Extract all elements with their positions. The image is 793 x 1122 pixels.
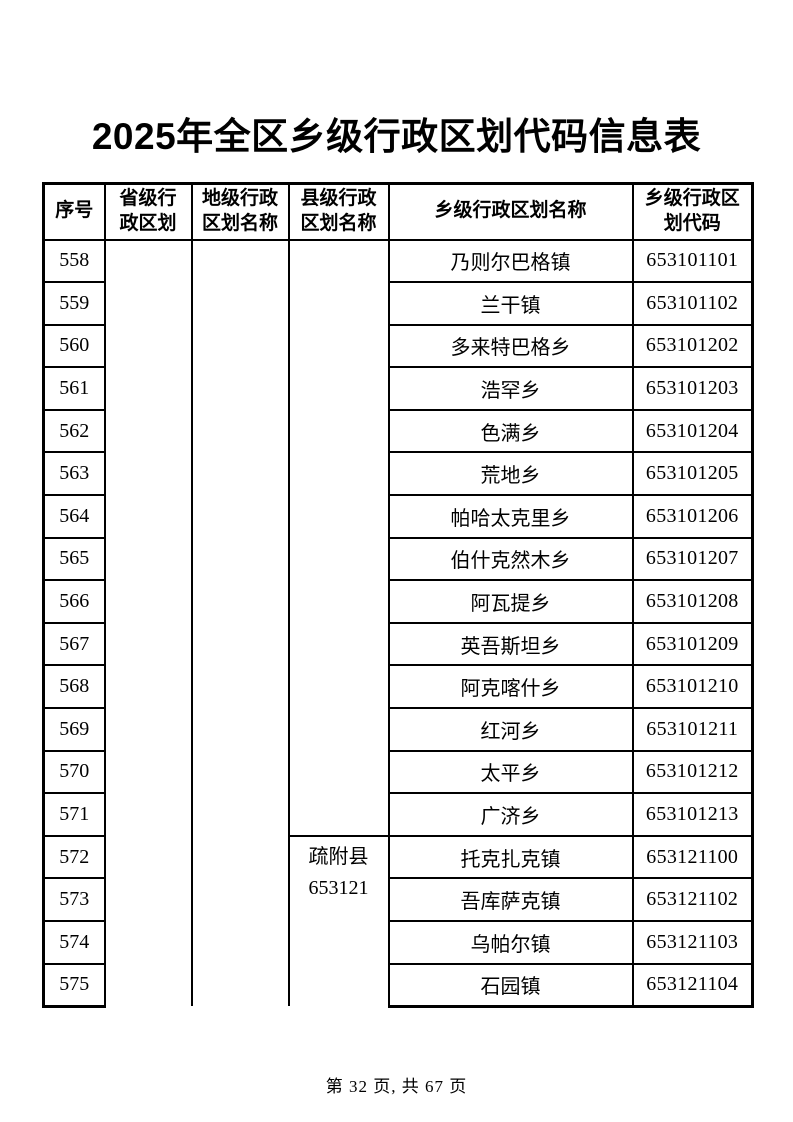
seq-cell: 567 xyxy=(42,621,106,667)
header-province: 省级行 政区划 xyxy=(103,182,193,241)
code-cell: 653101101 xyxy=(631,238,754,284)
table-row: 567 英吾斯坦乡 653101209 xyxy=(42,621,754,667)
header-prefecture: 地级行政 区划名称 xyxy=(190,182,290,241)
table-row: 566 阿瓦提乡 653101208 xyxy=(42,579,754,624)
seq-cell: 568 xyxy=(42,664,106,710)
header-seq: 序号 xyxy=(42,182,106,241)
county-name: 疏附县 xyxy=(308,845,369,868)
table-row: 559 兰干镇 653101102 xyxy=(42,281,754,326)
township-cell: 太平乡 xyxy=(387,749,634,795)
township-cell: 色满乡 xyxy=(387,408,634,454)
seq-cell: 575 xyxy=(42,962,106,1008)
seq-cell: 562 xyxy=(42,408,106,454)
table-body: 558 乃则尔巴格镇 653101101 559 兰干镇 653101102 5… xyxy=(42,238,754,1008)
county-cell: 疏附县 653121 xyxy=(287,834,390,1007)
table-row: 572 疏附县 653121 托克扎克镇 653121100 xyxy=(42,834,754,1007)
header-code: 乡级行政区 划代码 xyxy=(631,182,754,241)
code-cell: 653101207 xyxy=(631,536,754,582)
header-township: 乡级行政区划名称 xyxy=(387,182,634,241)
seq-cell: 561 xyxy=(42,366,106,411)
table-row: 571 广济乡 653101213 xyxy=(42,792,754,837)
code-cell: 653121100 xyxy=(631,834,754,880)
township-cell: 乃则尔巴格镇 xyxy=(387,238,634,284)
page-title: 2025年全区乡级行政区划代码信息表 xyxy=(91,116,702,157)
township-cell: 浩罕乡 xyxy=(387,366,634,411)
code-cell: 653121104 xyxy=(631,962,754,1008)
table-row: 561 浩罕乡 653101203 xyxy=(42,366,754,411)
seq-cell: 569 xyxy=(42,707,106,752)
table-row: 574 乌帕尔镇 653121103 xyxy=(42,920,754,965)
header-county: 县级行政 区划名称 xyxy=(287,182,390,241)
township-cell: 伯什克然木乡 xyxy=(387,536,634,582)
township-cell: 兰干镇 xyxy=(387,281,634,326)
table-header: 序号 省级行 政区划 地级行政 区划名称 县级行政 区划名称 乡级行政区划名称 … xyxy=(42,182,754,241)
township-cell: 乌帕尔镇 xyxy=(387,920,634,965)
code-cell: 653101203 xyxy=(631,366,754,411)
table-row: 563 荒地乡 653101205 xyxy=(42,451,754,497)
table-row: 558 乃则尔巴格镇 653101101 xyxy=(42,238,754,1007)
seq-cell: 558 xyxy=(42,238,106,284)
code-cell: 653101206 xyxy=(631,494,754,539)
seq-cell: 564 xyxy=(42,494,106,539)
county-cell-empty xyxy=(287,238,390,837)
table-row: 564 帕哈太克里乡 653101206 xyxy=(42,494,754,539)
table-row: 570 太平乡 653101212 xyxy=(42,749,754,795)
table-row: 575 石园镇 653121104 xyxy=(42,962,754,1008)
seq-cell: 566 xyxy=(42,579,106,624)
code-cell: 653121103 xyxy=(631,920,754,965)
seq-cell: 560 xyxy=(42,323,106,369)
township-cell: 阿瓦提乡 xyxy=(387,579,634,624)
township-cell: 石园镇 xyxy=(387,962,634,1008)
county-code: 653121 xyxy=(308,876,369,899)
township-cell: 荒地乡 xyxy=(387,451,634,497)
code-cell: 653101202 xyxy=(631,323,754,369)
code-cell: 653101208 xyxy=(631,579,754,624)
table-row: 568 阿克喀什乡 653101210 xyxy=(42,664,754,710)
header-row: 序号 省级行 政区划 地级行政 区划名称 县级行政 区划名称 乡级行政区划名称 … xyxy=(42,182,754,241)
table-row: 569 红河乡 653101211 xyxy=(42,707,754,752)
code-cell: 653121102 xyxy=(631,877,754,922)
code-cell: 653101212 xyxy=(631,749,754,795)
prefecture-cell xyxy=(190,238,290,1007)
table-row: 560 多来特巴格乡 653101202 xyxy=(42,323,754,369)
division-code-table: 序号 省级行 政区划 地级行政 区划名称 县级行政 区划名称 乡级行政区划名称 … xyxy=(42,182,754,1008)
seq-cell: 572 xyxy=(42,834,106,880)
seq-cell: 565 xyxy=(42,536,106,582)
code-cell: 653101211 xyxy=(631,707,754,752)
seq-cell: 571 xyxy=(42,792,106,837)
code-cell: 653101204 xyxy=(631,408,754,454)
seq-cell: 573 xyxy=(42,877,106,922)
township-cell: 英吾斯坦乡 xyxy=(387,621,634,667)
township-cell: 吾库萨克镇 xyxy=(387,877,634,922)
table-row: 562 色满乡 653101204 xyxy=(42,408,754,454)
code-cell: 653101213 xyxy=(631,792,754,837)
table-row: 573 吾库萨克镇 653121102 xyxy=(42,877,754,922)
township-cell: 帕哈太克里乡 xyxy=(387,494,634,539)
township-cell: 广济乡 xyxy=(387,792,634,837)
township-cell: 托克扎克镇 xyxy=(387,834,634,880)
table-row: 565 伯什克然木乡 653101207 xyxy=(42,536,754,582)
township-cell: 红河乡 xyxy=(387,707,634,752)
seq-cell: 570 xyxy=(42,749,106,795)
code-cell: 653101205 xyxy=(631,451,754,497)
code-cell: 653101210 xyxy=(631,664,754,710)
seq-cell: 559 xyxy=(42,281,106,326)
page-number-footer: 第 32 页, 共 67 页 xyxy=(325,1077,468,1096)
township-cell: 阿克喀什乡 xyxy=(387,664,634,710)
seq-cell: 563 xyxy=(42,451,106,497)
province-cell xyxy=(103,238,193,1007)
code-cell: 653101102 xyxy=(631,281,754,326)
township-cell: 多来特巴格乡 xyxy=(387,323,634,369)
code-cell: 653101209 xyxy=(631,621,754,667)
seq-cell: 574 xyxy=(42,920,106,965)
